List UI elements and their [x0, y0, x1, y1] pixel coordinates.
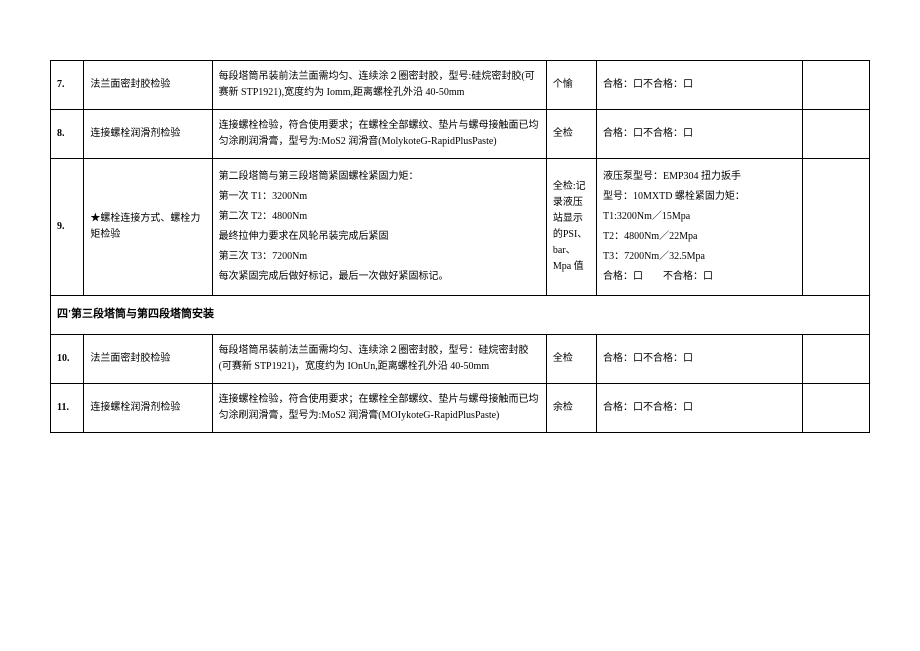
result-line: T2：4800Nm／22Mpa — [603, 227, 796, 247]
section-title: 四'第三段塔筒与第四段塔筒安装 — [51, 296, 870, 335]
description: 第二段塔筒与第三段塔筒紧固螺栓紧固力矩： 第一次 T1：3200Nm 第二次 T… — [212, 159, 546, 296]
description: 连接螺栓检验，符合使用要求；在螺栓全部螺纹、垫片与螺母接触面已均匀涂刷润滑膏，型… — [212, 110, 546, 159]
desc-line: 第二段塔筒与第三段塔筒紧固螺栓紧固力矩： — [219, 167, 540, 187]
description: 每段塔筒吊装前法兰面需均匀、连续涂２圈密封胶，型号：硅烷密封胶(可赛新 STP1… — [212, 334, 546, 383]
check-type: 个愉 — [546, 61, 596, 110]
table-row: 8. 连接螺栓润滑剂检验 连接螺栓检验，符合使用要求；在螺栓全部螺纹、垫片与螺母… — [51, 110, 870, 159]
result-line: T1:3200Nm／15Mpa — [603, 207, 796, 227]
check-type: 余检 — [546, 383, 596, 432]
desc-line: 第二次 T2：4800Nm — [219, 207, 540, 227]
result: 合格：口不合格：口 — [596, 383, 802, 432]
result-line: T3：7200Nm／32.5Mpa — [603, 247, 796, 267]
table-row: 11. 连接螺栓润滑剂检验 连接螺栓检验，符合使用要求；在螺栓全部螺纹、垫片与螺… — [51, 383, 870, 432]
result-line: 液压泵型号：EMP304 扭力扳手 — [603, 167, 796, 187]
result-line: 合格：口 不合格：口 — [603, 267, 796, 287]
remark — [803, 159, 870, 296]
remark — [803, 383, 870, 432]
desc-line: 最终拉伸力要求在风轮吊装完成后紧固 — [219, 227, 540, 247]
remark — [803, 61, 870, 110]
desc-line: 每次紧固完成后做好标记，最后一次做好紧固标记。 — [219, 267, 540, 287]
row-number: 10. — [51, 334, 84, 383]
inspection-item: 法兰面密封胶检验 — [84, 334, 212, 383]
description: 每段塔筒吊装前法兰面需均匀、连续涂２圈密封胶，型号:硅烷密封胶(可赛新 STP1… — [212, 61, 546, 110]
inspection-item: 连接螺栓润滑剂检验 — [84, 383, 212, 432]
row-number: 11. — [51, 383, 84, 432]
table-row: 7. 法兰面密封胶检验 每段塔筒吊装前法兰面需均匀、连续涂２圈密封胶，型号:硅烷… — [51, 61, 870, 110]
remark — [803, 334, 870, 383]
inspection-item: 连接螺栓润滑剂检验 — [84, 110, 212, 159]
result-line: 型号：10MXTD 螺栓紧固力矩： — [603, 187, 796, 207]
inspection-table: 7. 法兰面密封胶检验 每段塔筒吊装前法兰面需均匀、连续涂２圈密封胶，型号:硅烷… — [50, 60, 870, 433]
result: 合格：口不合格：口 — [596, 110, 802, 159]
desc-line: 第三次 T3：7200Nm — [219, 247, 540, 267]
check-type: 全检 — [546, 110, 596, 159]
row-number: 7. — [51, 61, 84, 110]
inspection-item: 法兰面密封胶检验 — [84, 61, 212, 110]
remark — [803, 110, 870, 159]
row-number: 9. — [51, 159, 84, 296]
description: 连接螺栓检验，符合使用要求；在螺栓全部螺纹、垫片与螺母接触而已均匀涂刷润滑膏，型… — [212, 383, 546, 432]
result: 合格：口不合格：口 — [596, 61, 802, 110]
table-row: 9. ★螺栓连接方式、螺栓力矩检验 第二段塔筒与第三段塔筒紧固螺栓紧固力矩： 第… — [51, 159, 870, 296]
desc-line: 第一次 T1：3200Nm — [219, 187, 540, 207]
table-row: 10. 法兰面密封胶检验 每段塔筒吊装前法兰面需均匀、连续涂２圈密封胶，型号：硅… — [51, 334, 870, 383]
row-number: 8. — [51, 110, 84, 159]
inspection-item: ★螺栓连接方式、螺栓力矩检验 — [84, 159, 212, 296]
result: 液压泵型号：EMP304 扭力扳手 型号：10MXTD 螺栓紧固力矩： T1:3… — [596, 159, 802, 296]
section-row: 四'第三段塔筒与第四段塔筒安装 — [51, 296, 870, 335]
check-type: 全检:记录液压站显示的PSI、bar、Mpa 值 — [546, 159, 596, 296]
result: 合格：口不合格：口 — [596, 334, 802, 383]
check-type: 全检 — [546, 334, 596, 383]
